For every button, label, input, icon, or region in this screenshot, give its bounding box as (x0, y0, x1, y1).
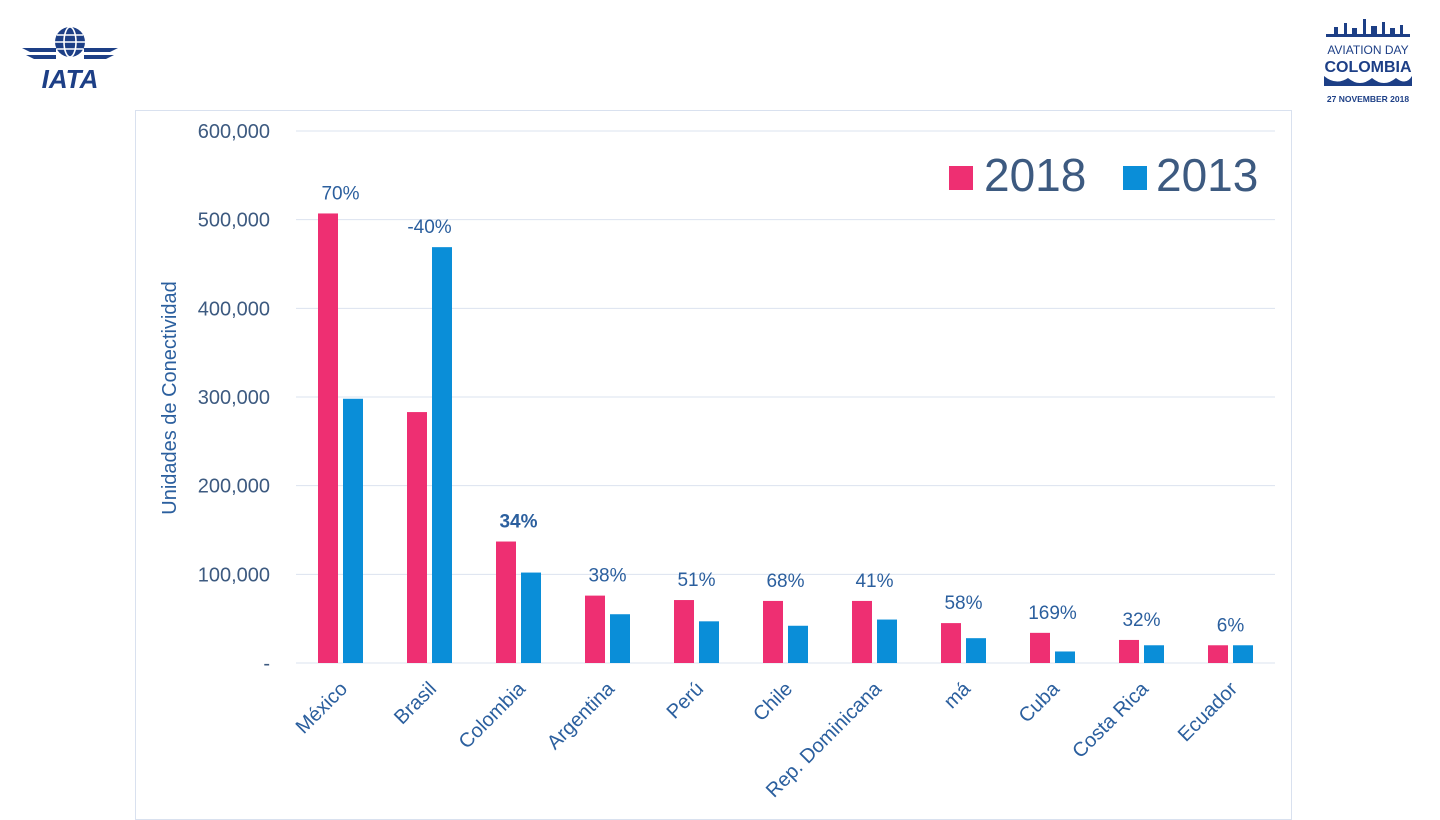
x-category-label: Chile (749, 678, 797, 726)
legend-label-2013: 2013 (1156, 149, 1258, 201)
bar-2018-5 (763, 600, 783, 663)
bar-2013-3 (610, 614, 630, 663)
bar-2013-8 (1055, 651, 1075, 663)
aviation-day-line2: COLOMBIA (1324, 59, 1412, 76)
bars (318, 213, 1253, 664)
bar-2018-8 (1030, 632, 1050, 663)
bar-2018-6 (852, 600, 872, 663)
y-tick-label: - (263, 653, 270, 675)
growth-annotation: 58% (944, 593, 982, 614)
growth-annotation: 70% (321, 183, 359, 204)
y-tick-label: 500,000 (198, 210, 270, 232)
legend-swatch-2013 (1123, 166, 1147, 190)
growth-annotation: 169% (1028, 603, 1077, 624)
iata-logo: IATA (22, 26, 118, 94)
growth-annotations: 70% -40% 34% 38% 51% 68% 41% 58% 169% 32% 6% (321, 183, 1244, 636)
bar-2013-0 (343, 398, 363, 663)
growth-annotation: 68% (766, 571, 804, 592)
bar-2013-10 (1233, 645, 1253, 663)
x-category-label: Cuba (1015, 677, 1065, 727)
aviation-day-line1: AVIATION DAY (1327, 43, 1408, 57)
bar-2013-9 (1144, 645, 1164, 663)
bar-2013-1 (432, 247, 452, 664)
y-tick-label: 300,000 (198, 387, 270, 409)
bar-2018-9 (1119, 639, 1139, 663)
bar-2013-5 (788, 625, 808, 663)
bar-2018-3 (585, 595, 605, 663)
x-category-label: Costa Rica (1068, 677, 1153, 762)
x-category-label: Argentina (543, 677, 620, 754)
y-axis-ticks: - 100,000 200,000 300,000 400,000 500,000 600,… (198, 121, 270, 675)
bar-2013-6 (877, 619, 897, 663)
bar-2013-2 (521, 572, 541, 663)
legend-label-2018: 2018 (984, 149, 1086, 201)
x-category-label: Perú (663, 678, 708, 723)
x-category-label: Brasil (390, 678, 441, 729)
x-category-label: México (292, 678, 352, 738)
growth-annotation: 32% (1122, 610, 1160, 631)
x-category-label: Colombia (455, 677, 531, 753)
aviation-day-logo: AVIATION DAY COLOMBIA 27 NOVEMBER 2018 (1324, 19, 1412, 104)
growth-annotation: 38% (588, 566, 626, 587)
bar-2018-4 (674, 600, 694, 663)
bar-2018-10 (1208, 645, 1228, 663)
growth-annotation: 34% (499, 512, 537, 533)
y-tick-label: 400,000 (198, 298, 270, 320)
growth-annotation: 6% (1217, 615, 1245, 636)
aviation-day-line3: 27 NOVEMBER 2018 (1327, 94, 1409, 104)
x-axis-categories: México Brasil Colombia Argentina Perú ChileRe… (292, 677, 1243, 802)
growth-annotation: 51% (677, 570, 715, 591)
bar-2018-1 (407, 412, 427, 663)
bar-2018-7 (941, 623, 961, 663)
gridlines (296, 130, 1275, 664)
bar-2018-2 (496, 541, 516, 663)
x-category-label: Ecuador (1174, 678, 1242, 746)
y-tick-label: 100,000 (198, 564, 270, 586)
bar-2013-7 (966, 638, 986, 663)
bar-2018-0 (318, 213, 338, 663)
iata-logo-text: IATA (42, 64, 99, 94)
bar-2013-4 (699, 621, 719, 663)
growth-annotation: 41% (855, 571, 893, 592)
y-tick-label: 200,000 (198, 476, 270, 498)
y-axis-label: Unidades de Conectividad (159, 281, 181, 515)
growth-annotation: -40% (407, 217, 451, 238)
legend-swatch-2018 (949, 166, 973, 190)
x-category-label: má (940, 677, 976, 713)
y-tick-label: 600,000 (198, 121, 270, 143)
legend: 2018 2013 (949, 149, 1258, 201)
